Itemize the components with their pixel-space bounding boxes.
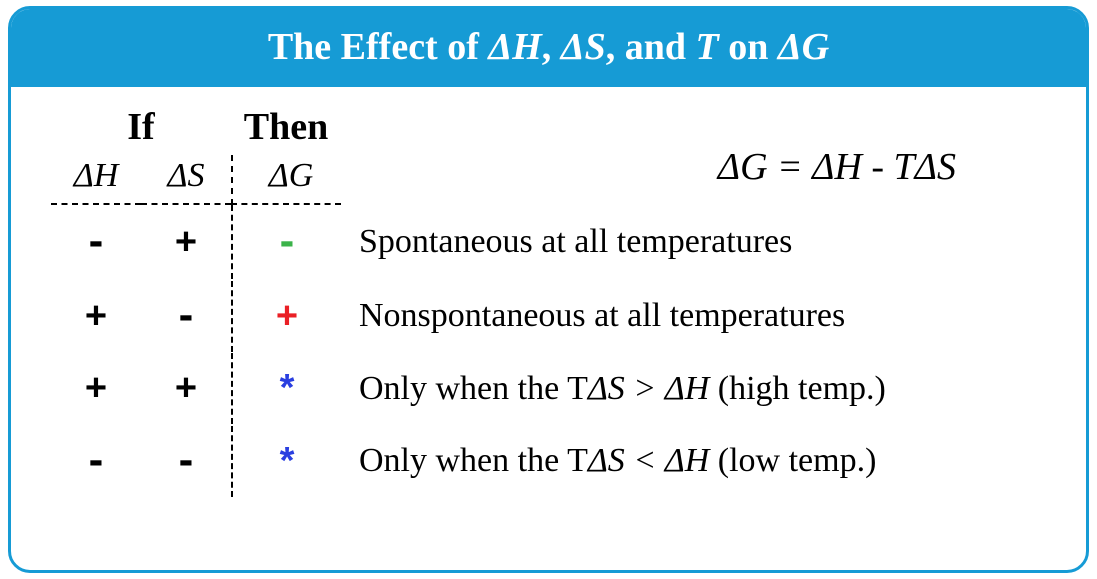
row-description: Spontaneous at all temperatures <box>341 223 1060 261</box>
col-head-dG: ΔG <box>231 155 341 205</box>
header-sep2: , and <box>606 26 696 68</box>
cell-dS: - <box>141 424 231 498</box>
col-head-dH: ΔH <box>51 155 141 205</box>
cell-dS: + <box>141 207 231 278</box>
cell-dG: * <box>231 353 341 424</box>
cell-dS: - <box>141 279 231 353</box>
col-head-dS: ΔS <box>141 155 231 205</box>
row-description: Only when the TΔS > ΔH (high temp.) <box>341 370 1060 408</box>
cell-dH: + <box>51 281 141 352</box>
header-sep1: , <box>542 26 561 68</box>
row-description: Only when the TΔS < ΔH (low temp.) <box>341 442 1060 480</box>
cell-dG: + <box>231 281 341 352</box>
cell-dG: * <box>231 426 341 497</box>
header-text-prefix: The Effect of <box>268 26 489 68</box>
header-T: T <box>696 26 719 68</box>
card-body: ΔG = ΔH - TΔS If Then ΔH ΔS ΔG - + - Spo… <box>11 87 1086 570</box>
col-group-if: If <box>51 105 231 155</box>
cell-dG: - <box>231 205 341 279</box>
cell-dH: + <box>51 353 141 424</box>
cell-dH: - <box>51 205 141 279</box>
cell-dH: - <box>51 424 141 498</box>
gibbs-equation: ΔG = ΔH - TΔS <box>718 145 956 189</box>
cell-dS: + <box>141 353 231 424</box>
header-dH: ΔH <box>488 26 541 68</box>
header-sep3: on <box>719 26 778 68</box>
card-header: The Effect of ΔH, ΔS, and T on ΔG <box>11 9 1086 87</box>
row-description: Nonspontaneous at all temperatures <box>341 297 1060 335</box>
header-dS: ΔS <box>561 26 606 68</box>
header-dG: ΔG <box>778 26 829 68</box>
col-group-then: Then <box>231 105 341 155</box>
info-card: The Effect of ΔH, ΔS, and T on ΔG ΔG = Δ… <box>8 6 1089 573</box>
